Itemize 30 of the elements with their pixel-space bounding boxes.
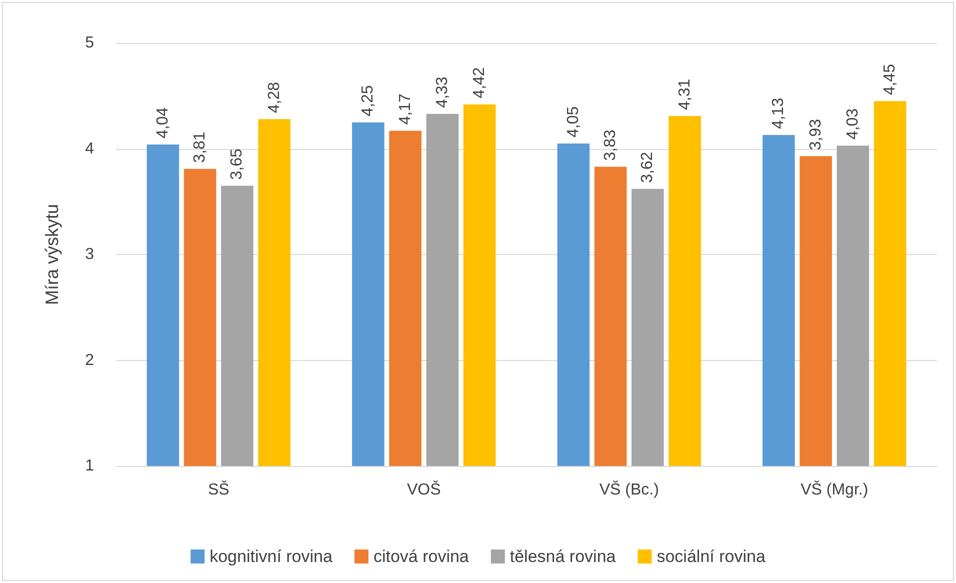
data-label: 4,28 xyxy=(266,82,283,114)
data-label: 3,81 xyxy=(192,132,209,163)
y-tick-label: 3 xyxy=(85,246,94,263)
data-label: 4,03 xyxy=(844,108,862,140)
data-label: 4,33 xyxy=(434,76,451,108)
x-tick-label: SŠ xyxy=(208,480,230,498)
data-label: 3,62 xyxy=(639,152,656,183)
data-label: 4,31 xyxy=(676,78,694,110)
data-label: 4,04 xyxy=(154,107,172,139)
data-label: 4,17 xyxy=(396,94,414,125)
legend-label: sociální rovina xyxy=(656,547,766,566)
legend-label: kognitivní rovina xyxy=(210,547,333,566)
data-label: 4,42 xyxy=(471,67,488,98)
data-label: 4,45 xyxy=(882,64,899,96)
data-label: 4,25 xyxy=(360,85,377,116)
data-label: 4,05 xyxy=(564,106,582,138)
y-tick-label: 1 xyxy=(85,458,94,474)
y-axis-title: Míra výskytu xyxy=(42,204,62,306)
data-label: 4,13 xyxy=(770,98,788,130)
y-tick-label: 2 xyxy=(85,352,94,369)
x-tick-label: VŠ (Bc.) xyxy=(599,480,659,498)
y-tick-label: 5 xyxy=(85,34,94,52)
x-tick-label: VOŠ xyxy=(406,480,441,498)
y-tick-label: 4 xyxy=(85,140,94,158)
data-label: 3,93 xyxy=(807,118,824,150)
legend-label: citová rovina xyxy=(373,547,470,566)
x-tick-label: VŠ (Mgr.) xyxy=(800,480,868,498)
data-label: 3,83 xyxy=(602,129,620,161)
legend-label: tělesná rovina xyxy=(510,547,616,566)
data-label: 3,65 xyxy=(228,148,246,180)
